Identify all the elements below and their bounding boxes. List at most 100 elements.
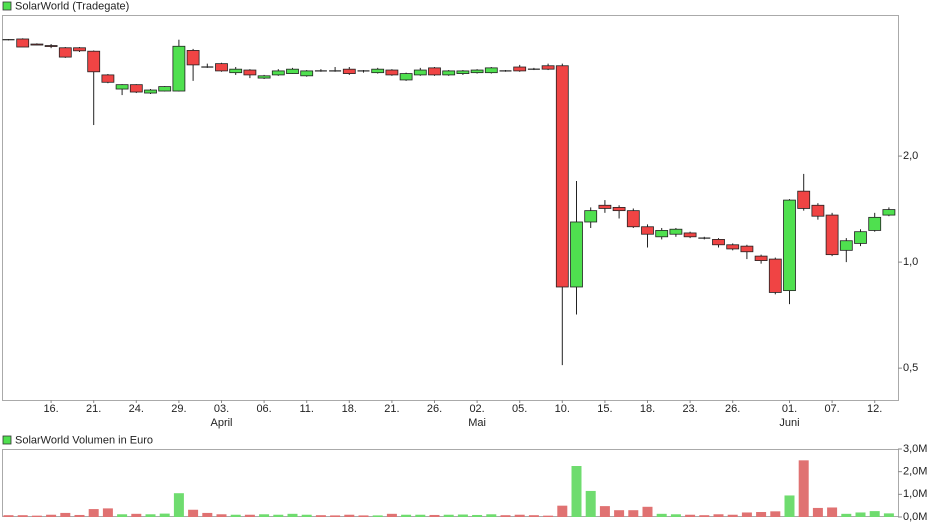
volume-bar <box>784 495 795 517</box>
candle-body <box>229 68 243 74</box>
volume-bar <box>216 514 227 517</box>
candle-body <box>541 65 555 70</box>
x-tick-label: 03. <box>214 403 229 415</box>
candle-body <box>683 232 697 238</box>
legend-swatch <box>2 435 12 445</box>
volume-bar <box>358 515 369 517</box>
volume-bar <box>74 514 85 517</box>
volume-bar <box>798 460 809 517</box>
x-tick-label: 24. <box>129 403 144 415</box>
candle-body <box>73 47 86 52</box>
volume-bar <box>46 514 57 517</box>
volume-bar <box>429 514 440 517</box>
candle-body <box>215 63 228 72</box>
volume-bar <box>159 513 170 517</box>
volume-bar <box>543 515 554 517</box>
volume-bar <box>202 512 213 517</box>
candle-body <box>186 50 200 66</box>
candle-body <box>598 204 612 209</box>
volume-bar <box>117 514 128 517</box>
volume-bar <box>131 513 142 517</box>
volume-bar <box>855 512 866 517</box>
chart-title: SolarWorld (Tradegate) <box>15 0 129 12</box>
candle-body <box>413 69 427 76</box>
volume-bar <box>31 515 42 517</box>
x-tick-label: 07. <box>824 403 839 415</box>
volume-bar <box>557 505 568 517</box>
x-tick-label: 05. <box>512 403 527 415</box>
candle-body <box>854 231 867 244</box>
candle-body <box>712 239 725 246</box>
volume-bar <box>60 512 71 517</box>
volume-bar <box>528 515 539 517</box>
x-tick-label: 18. <box>640 403 655 415</box>
x-month-label: April <box>210 417 232 429</box>
volume-bar <box>614 510 625 517</box>
volume-bar <box>585 490 596 517</box>
candle-body <box>811 204 825 217</box>
x-tick-label: 11. <box>299 403 313 415</box>
volume-bar <box>287 513 298 517</box>
volume-bar <box>685 514 696 517</box>
candle-body <box>428 67 441 76</box>
x-tick-label: 12. <box>867 403 882 415</box>
candle-body <box>158 86 172 92</box>
y-tick-label: 0,0M <box>903 511 927 523</box>
x-tick-label: 06. <box>256 403 271 415</box>
candle-body <box>740 245 754 253</box>
candle-body <box>754 255 768 261</box>
candle-body <box>144 89 157 94</box>
volume-bar <box>415 514 426 517</box>
volume-bar <box>315 515 326 517</box>
volume-bar <box>17 515 28 517</box>
candle-body <box>257 75 271 79</box>
candle-body <box>655 230 669 238</box>
volume-bar <box>656 513 667 517</box>
candle-body <box>797 190 811 209</box>
candle-body <box>513 66 527 72</box>
candle-body <box>271 70 285 76</box>
candle-body <box>882 209 896 216</box>
x-month-label: Mai <box>468 417 486 429</box>
candle-body <box>456 70 470 74</box>
volume-bar <box>244 514 255 517</box>
volume-bar <box>727 514 738 517</box>
chart-title: SolarWorld Volumen in Euro <box>15 434 153 446</box>
candle-body <box>87 50 101 73</box>
candle-body <box>768 258 782 293</box>
volume-bar <box>102 508 113 517</box>
candle-body <box>839 240 853 251</box>
volume-bar <box>457 514 468 517</box>
volume-bar <box>486 514 497 517</box>
volume-bar <box>514 514 525 517</box>
volume-bar <box>628 510 639 517</box>
x-tick-label: 29. <box>171 403 186 415</box>
volume-bar <box>259 514 270 517</box>
volume-bar <box>301 514 312 517</box>
volume-bar <box>3 515 14 517</box>
x-tick-label: 26. <box>427 403 442 415</box>
volume-bar <box>88 509 99 517</box>
x-tick-label: 21. <box>384 403 399 415</box>
volume-bar <box>642 506 653 517</box>
y-tick-label: 0,5 <box>903 362 918 374</box>
candle-body <box>442 70 456 76</box>
volume-bar <box>173 493 184 517</box>
candle-body <box>385 69 399 76</box>
volume-bar <box>401 514 412 517</box>
candle-body <box>669 228 683 235</box>
volume-bar <box>472 514 483 517</box>
candle-body <box>371 68 385 74</box>
candle-body <box>129 84 143 93</box>
volume-bar <box>443 514 454 517</box>
volume-bar <box>372 515 383 517</box>
volume-bar <box>741 512 752 517</box>
volume-bar <box>145 514 156 517</box>
candle-body <box>570 221 583 288</box>
x-tick-label: 16. <box>43 403 58 415</box>
volume-bar <box>883 513 894 517</box>
candle-body <box>484 67 498 74</box>
plot-frame <box>2 15 899 401</box>
candle-body <box>101 74 115 83</box>
volume-bar <box>670 514 681 517</box>
